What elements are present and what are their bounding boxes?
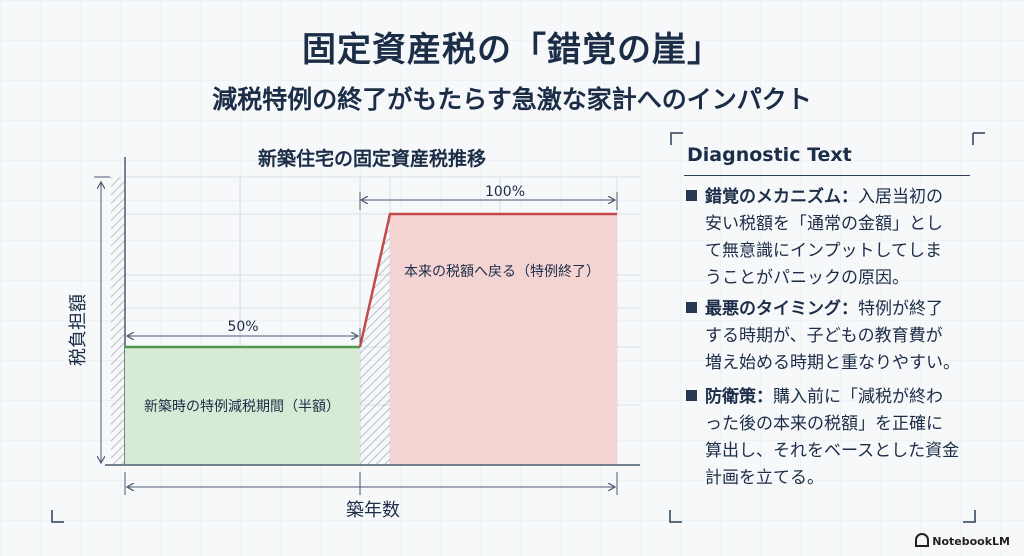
item-text-line: 購入前に「減税が終わ	[773, 387, 943, 407]
item-text-line: 増え始める時期と重なりやすい。	[705, 353, 960, 373]
percent-50-label: 50%	[227, 319, 258, 335]
dimension-x	[124, 472, 618, 495]
item-text-line: 安い税額を「通常の金額」とし	[705, 214, 943, 234]
item-heading: 最悪のタイミング：	[705, 299, 858, 319]
panel-item-mechanism: 錯覚のメカニズム：入居当初の 安い税額を「通常の金額」とし て無意識にインプット…	[686, 184, 986, 292]
page-title: 固定資産税の「錯覚の崖」	[302, 30, 722, 70]
y-axis-label: 税負担額	[68, 294, 89, 366]
item-text-line: 特例が終了	[858, 299, 943, 319]
item-text-line: する時期が、子どもの教育費が	[705, 326, 943, 346]
notebooklm-logo-icon	[915, 533, 930, 547]
low-phase-area	[125, 347, 360, 465]
dimension-100	[359, 192, 618, 210]
high-phase-area	[390, 214, 617, 465]
dimension-y	[94, 176, 110, 462]
x-axis-label: 築年数	[346, 500, 400, 521]
item-text-line: 算出し、それをベースとした資金	[705, 441, 960, 461]
high-phase-description: 本来の税額へ戻る（特例終了）	[404, 264, 600, 280]
item-text-line: 入居当初の	[858, 187, 943, 207]
item-heading: 防衛策：	[705, 387, 773, 407]
square-bullet-icon	[686, 390, 697, 401]
diagram-title: 新築住宅の固定資産税推移	[258, 147, 486, 170]
brand-label: NotebookLM	[932, 535, 1010, 548]
transition-hatch	[360, 214, 390, 465]
panel-item-defense: 防衛策：購入前に「減税が終わ った後の本来の税額」を正確に 算出し、それをベース…	[686, 384, 986, 492]
item-text-line: うことがパニックの原因。	[705, 268, 909, 288]
panel-item-timing: 最悪のタイミング：特例が終了 する時期が、子どもの教育費が 増え始める時期と重な…	[686, 296, 986, 377]
page-subtitle: 減税特例の終了がもたらす急激な家計へのインパクト	[212, 85, 812, 114]
item-text-line: 計画を立てる。	[705, 468, 824, 488]
item-text-line: った後の本来の税額」を正確に	[705, 414, 943, 434]
square-bullet-icon	[686, 190, 697, 201]
step-line	[358, 212, 617, 348]
crop-marks	[51, 132, 985, 523]
low-phase-description: 新築時の特例減税期間（半額）	[144, 398, 340, 415]
square-bullet-icon	[686, 302, 697, 313]
brand-logo: NotebookLM	[915, 533, 1010, 548]
item-text-line: て無意識にインプットしてしま	[705, 241, 942, 261]
dimension-50	[124, 328, 361, 343]
panel-title: Diagnostic Text	[687, 144, 852, 166]
item-heading: 錯覚のメカニズム：	[705, 187, 858, 207]
y-axis-wall	[111, 177, 125, 465]
percent-100-label: 100%	[485, 184, 525, 200]
panel-divider	[684, 175, 970, 176]
